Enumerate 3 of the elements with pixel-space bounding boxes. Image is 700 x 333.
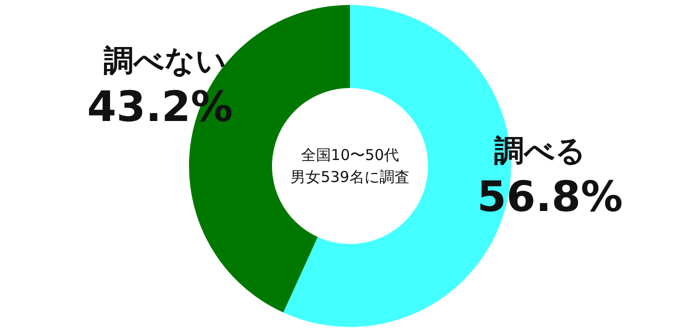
text: 全国10〜50代 [300, 146, 400, 164]
slice-label: 調べない [104, 44, 226, 79]
text: 男女539名に調査 [290, 168, 410, 186]
